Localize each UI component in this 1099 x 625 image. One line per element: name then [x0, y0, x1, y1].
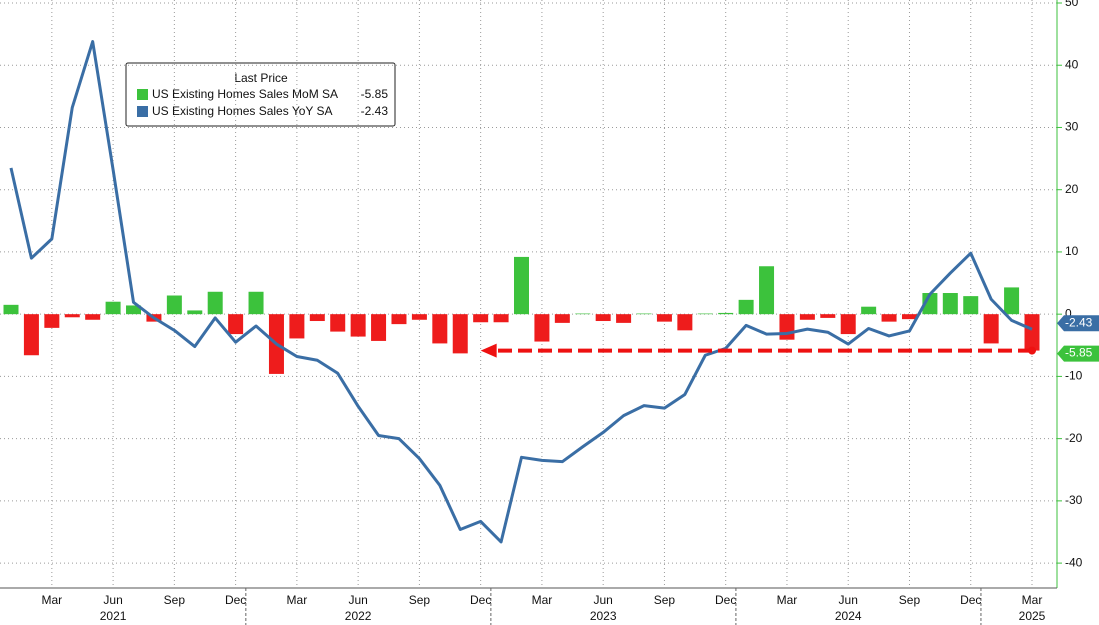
bar [85, 314, 101, 320]
y-tick-label: 30 [1065, 120, 1079, 134]
x-year-label: 2024 [835, 609, 862, 623]
bar [330, 314, 346, 332]
y-tick-label: 0 [1065, 306, 1072, 320]
bar [983, 314, 999, 344]
bar [881, 314, 897, 322]
bar [64, 314, 80, 318]
bar [3, 304, 19, 315]
x-year-label: 2025 [1019, 609, 1046, 623]
bar [289, 314, 305, 339]
x-tick-label: Jun [594, 593, 613, 607]
bar [554, 314, 570, 323]
x-tick-label: Sep [164, 593, 186, 607]
bar [44, 314, 60, 328]
bar [759, 266, 775, 315]
bar [534, 314, 550, 342]
bar [105, 301, 121, 315]
x-tick-label: Mar [777, 593, 798, 607]
bar [901, 314, 917, 320]
x-tick-label: Sep [899, 593, 921, 607]
bar [616, 314, 632, 323]
bar [514, 256, 529, 315]
bar [1024, 314, 1040, 351]
x-tick-label: Jun [103, 593, 122, 607]
legend-label: US Existing Homes Sales MoM SA [152, 87, 338, 101]
x-tick-label: Jun [839, 593, 858, 607]
bar [677, 314, 693, 331]
bar [697, 313, 713, 315]
bar [820, 314, 836, 318]
bar [411, 314, 427, 320]
x-tick-label: Dec [715, 593, 736, 607]
bar [738, 299, 754, 315]
y-tick-label: -30 [1065, 493, 1083, 507]
legend-swatch [137, 106, 148, 117]
bar [493, 314, 509, 323]
bar [1004, 287, 1020, 315]
x-tick-label: Dec [470, 593, 491, 607]
y-tick-label: -20 [1065, 431, 1083, 445]
x-tick-label: Sep [409, 593, 431, 607]
bar [350, 314, 366, 337]
bar [432, 314, 448, 344]
x-tick-label: Jun [348, 593, 367, 607]
x-year-label: 2021 [100, 609, 127, 623]
last-value-tag [1057, 345, 1099, 362]
bar [248, 291, 264, 315]
bar [595, 314, 611, 322]
y-tick-label: 40 [1065, 57, 1079, 71]
bar [575, 313, 591, 315]
bar [187, 310, 203, 315]
bar [963, 296, 979, 315]
bar [942, 293, 958, 315]
bar [207, 291, 223, 315]
bar [228, 314, 244, 335]
line [9, 40, 1033, 544]
x-tick-label: Dec [960, 593, 981, 607]
bar [126, 305, 142, 315]
y-tick-label: 10 [1065, 244, 1079, 258]
legend-title: Last Price [234, 71, 288, 85]
x-tick-label: Sep [654, 593, 676, 607]
annotation-dot [1028, 346, 1036, 355]
x-tick-label: Mar [42, 593, 63, 607]
bar [636, 313, 652, 315]
x-tick-label: Mar [287, 593, 308, 607]
bar [718, 312, 734, 315]
last-value-label: -5.85 [1065, 346, 1093, 360]
x-year-label: 2022 [345, 609, 372, 623]
x-tick-label: Mar [532, 593, 553, 607]
bar [166, 295, 182, 315]
bar [391, 314, 407, 325]
legend-value: -2.43 [361, 104, 389, 118]
y-tick-label: -40 [1065, 555, 1083, 569]
last-value-tag [1057, 315, 1099, 332]
bar [23, 314, 39, 356]
annotation-arrowhead [480, 343, 497, 358]
legend-value: -5.85 [361, 87, 389, 101]
bar [656, 314, 672, 322]
bar [840, 314, 856, 335]
y-tick-label: 50 [1065, 0, 1079, 9]
y-tick-label: -10 [1065, 369, 1083, 383]
legend: Last Price US Existing Homes Sales MoM S… [125, 62, 396, 127]
x-year-label: 2023 [590, 609, 617, 623]
legend-swatch [137, 89, 148, 100]
last-value-label: -2.43 [1065, 315, 1093, 329]
legend-label: US Existing Homes Sales YoY SA [152, 104, 333, 118]
bar [473, 314, 489, 323]
bar [371, 314, 387, 341]
legend-box [125, 62, 396, 127]
bar [861, 306, 877, 315]
x-tick-label: Mar [1022, 593, 1043, 607]
x-tick-label: Dec [225, 593, 246, 607]
bar [452, 314, 468, 354]
y-tick-label: 20 [1065, 182, 1079, 196]
bar [779, 314, 795, 340]
bar [799, 314, 815, 320]
bar [309, 314, 325, 322]
